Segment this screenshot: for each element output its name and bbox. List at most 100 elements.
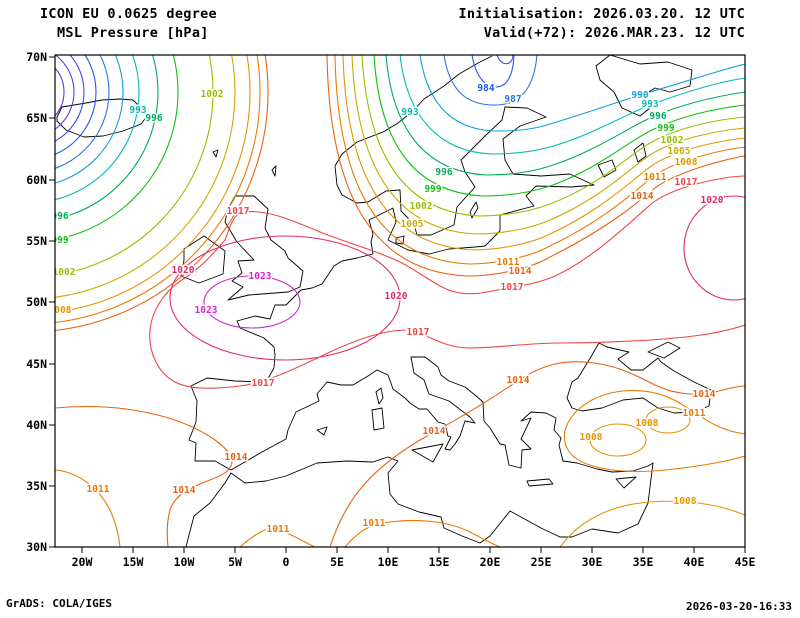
coastline-path bbox=[271, 165, 277, 177]
coastline-path bbox=[469, 201, 479, 219]
isobar-value-label: 1008 bbox=[49, 305, 72, 316]
lon-tick-label: 45E bbox=[735, 555, 756, 569]
isobar-cell-1008 bbox=[645, 406, 691, 434]
isobar-value-label: 1014 bbox=[509, 266, 532, 277]
isobar-value-label: 1011 bbox=[644, 172, 667, 183]
isobar-value-label: 1008 bbox=[636, 418, 659, 429]
valid-time-label: Valid(+72): 2026.MAR.23. 12 UTC bbox=[483, 25, 745, 41]
coastline-path bbox=[224, 195, 304, 301]
lon-tick-label: 10W bbox=[174, 555, 195, 569]
model-title: ICON EU 0.0625 degree bbox=[40, 6, 217, 22]
isobar-value-label: 984 bbox=[477, 83, 494, 94]
coastline-path bbox=[395, 235, 405, 245]
grads-credit: GrADS: COLA/IGES bbox=[6, 597, 112, 610]
isobar-line-1017 bbox=[149, 175, 745, 389]
init-time-label: Initialisation: 2026.03.20. 12 UTC bbox=[458, 6, 745, 22]
isobar-ring-978 bbox=[55, 55, 75, 130]
isobar-value-label: 996 bbox=[649, 111, 666, 122]
isobar-value-label: 1017 bbox=[227, 206, 250, 217]
isobar-ring-1011 bbox=[55, 55, 261, 323]
isobar-line-1011 bbox=[334, 55, 745, 265]
isobar-value-label: 1011 bbox=[683, 408, 706, 419]
lon-tick-label: 25E bbox=[531, 555, 552, 569]
lat-tick-label: 70N bbox=[26, 50, 47, 64]
coastline-path bbox=[597, 159, 617, 178]
isobar-value-label: 999 bbox=[424, 184, 441, 195]
isobar-line-1011 bbox=[239, 528, 316, 547]
isobar-value-label: 1011 bbox=[267, 524, 290, 535]
coastline-path bbox=[188, 55, 595, 471]
lat-tick-label: 45N bbox=[26, 357, 47, 371]
isobar-ring-990 bbox=[55, 55, 124, 184]
isobar-line-993 bbox=[399, 55, 745, 155]
coastline-path bbox=[56, 98, 149, 138]
isobar-value-label: 1017 bbox=[675, 177, 698, 188]
isobar-cell-1008 bbox=[589, 423, 647, 457]
isobar-value-label: 999 bbox=[51, 235, 68, 246]
isobar-value-label: 996 bbox=[435, 167, 452, 178]
isobar-value-label: 1011 bbox=[87, 484, 110, 495]
isobar-value-label: 1011 bbox=[497, 257, 520, 268]
isobar-value-label: 987 bbox=[504, 94, 521, 105]
isobar-value-label: 1008 bbox=[675, 157, 698, 168]
isobar-value-label: 1008 bbox=[674, 496, 697, 507]
isobar-ring-1014 bbox=[55, 55, 269, 331]
isobar-line-984 bbox=[471, 55, 515, 88]
isobar-cell-1023 bbox=[203, 275, 301, 329]
isobar-ring-1008 bbox=[55, 55, 251, 313]
isobar-line-1014 bbox=[55, 406, 233, 547]
lat-tick-label: 60N bbox=[26, 173, 47, 187]
isobar-value-label: 1005 bbox=[401, 219, 424, 230]
field-title: MSL Pressure [hPa] bbox=[57, 25, 209, 41]
isobar-line-990 bbox=[419, 55, 745, 132]
lon-tick-label: 40E bbox=[684, 555, 705, 569]
isobar-ring-1002 bbox=[55, 55, 214, 276]
lat-tick-label: 30N bbox=[26, 540, 47, 554]
isobar-lines bbox=[55, 55, 745, 547]
isobar-line-1014 bbox=[329, 361, 745, 547]
lat-tick-label: 55N bbox=[26, 234, 47, 248]
isobar-value-label: 1014 bbox=[631, 191, 654, 202]
coastline-path bbox=[647, 341, 681, 359]
isobar-value-label: 1020 bbox=[172, 265, 195, 276]
isobar-ring-993 bbox=[55, 55, 140, 201]
lat-tick-label: 65N bbox=[26, 111, 47, 125]
isobar-line-996 bbox=[385, 55, 745, 176]
isobar-line-1005 bbox=[351, 55, 745, 235]
isobar-value-label: 1002 bbox=[410, 201, 433, 212]
lon-tick-label: 15W bbox=[123, 555, 144, 569]
isobar-cell-1020 bbox=[169, 235, 401, 361]
isobar-value-label: 1023 bbox=[249, 271, 272, 282]
lon-tick-label: 5W bbox=[228, 555, 242, 569]
creation-timestamp: 2026-03-20-16:33 bbox=[686, 600, 792, 613]
lat-tick-label: 40N bbox=[26, 418, 47, 432]
isobar-value-label: 1011 bbox=[363, 518, 386, 529]
isobar-value-label: 1020 bbox=[385, 291, 408, 302]
isobar-cell-1020 bbox=[683, 195, 745, 301]
isobar-value-label: 1014 bbox=[225, 452, 248, 463]
isobar-value-label: 1014 bbox=[507, 375, 530, 386]
isobar-value-label: 1017 bbox=[407, 327, 430, 338]
coastline-path bbox=[212, 149, 219, 158]
isobar-line-1008 bbox=[342, 55, 745, 251]
coastline-path bbox=[633, 142, 647, 163]
isobar-value-label: 993 bbox=[641, 99, 658, 110]
isobar-ring-984 bbox=[55, 55, 97, 155]
coastline-path bbox=[371, 407, 385, 431]
isobar-value-label: 993 bbox=[401, 107, 418, 118]
isobar-line-981 bbox=[496, 55, 514, 65]
isobar-line-1014 bbox=[326, 55, 745, 277]
isobar-ring-987 bbox=[55, 55, 110, 169]
coastline-path bbox=[185, 417, 654, 547]
isobar-value-label: 1014 bbox=[173, 485, 196, 496]
lon-tick-label: 15E bbox=[429, 555, 450, 569]
isobar-ring-975 bbox=[55, 67, 65, 117]
isobar-value-label: 1017 bbox=[501, 282, 524, 293]
isobar-line-1011 bbox=[344, 519, 501, 547]
isobar-line-1008 bbox=[559, 500, 745, 547]
coastline-path bbox=[595, 55, 693, 117]
isobar-value-label: 1002 bbox=[53, 267, 76, 278]
isobar-value-label: 990 bbox=[631, 90, 648, 101]
lon-tick-label: 0 bbox=[283, 555, 290, 569]
